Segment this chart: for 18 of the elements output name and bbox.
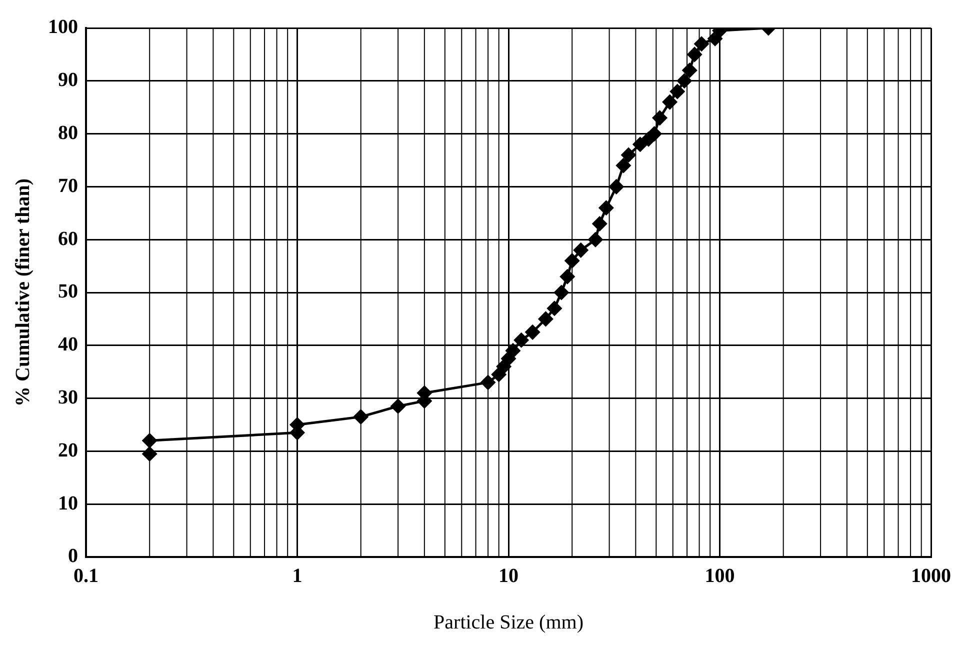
y-tick-label: 0 <box>68 545 78 568</box>
x-axis-title: Particle Size (mm) <box>434 611 584 634</box>
x-tick-label: 1 <box>292 565 302 588</box>
y-tick-label: 70 <box>58 174 78 197</box>
y-tick-label: 50 <box>58 280 78 303</box>
x-tick-label: 10 <box>498 565 518 588</box>
y-tick-label: 90 <box>58 69 78 92</box>
y-tick-label: 20 <box>58 439 78 462</box>
x-tick-label: 1000 <box>911 565 951 588</box>
y-tick-label: 30 <box>58 386 78 408</box>
x-tick-label: 100 <box>704 565 735 588</box>
y-axis-title: % Cumulative (finer than) <box>12 178 34 406</box>
y-tick-label: 60 <box>58 228 78 250</box>
y-tick-label: 10 <box>58 492 78 514</box>
x-tick-label: 0.1 <box>74 565 98 588</box>
y-tick-label: 80 <box>58 122 78 144</box>
y-tick-label: 100 <box>48 16 78 38</box>
y-tick-label: 40 <box>58 334 78 356</box>
